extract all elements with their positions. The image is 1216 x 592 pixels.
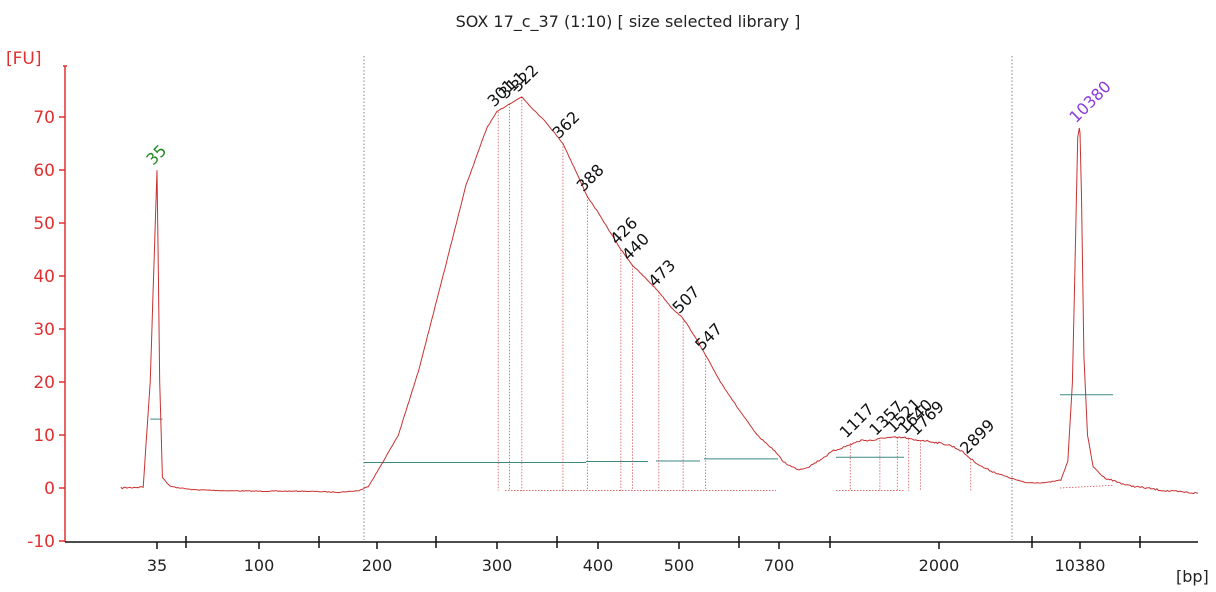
x-tick-label-700: 700 [764, 556, 795, 575]
y-tick-label-20: 20 [33, 373, 55, 393]
peak-label-35: 35 [142, 141, 170, 169]
x-tick-label-2000: 2000 [919, 556, 960, 575]
y-axis-unit-label: [FU] [6, 49, 42, 69]
peak-label-547: 547 [691, 319, 726, 354]
peak-label-2899: 2899 [956, 415, 998, 457]
y-tick-label-50: 50 [33, 214, 55, 234]
x-tick-label-400: 400 [583, 556, 614, 575]
baseline-segments [150, 394, 1113, 464]
peak-label-473: 473 [644, 256, 679, 291]
peak-label-10380: 10380 [1065, 77, 1114, 126]
peak-labels: 3530131132236238842644047350754711171357… [142, 61, 1114, 458]
x-tick-label-200: 200 [362, 556, 393, 575]
y-tick-label--10: -10 [27, 532, 55, 552]
x-tick-label-500: 500 [664, 556, 695, 575]
guide-lines [363, 56, 1013, 540]
x-tick-label-35: 35 [147, 556, 167, 575]
x-tick-label-300: 300 [482, 556, 513, 575]
y-tick-label-30: 30 [33, 320, 55, 340]
y-axis: -10 0 10 20 30 40 50 60 70 [27, 65, 67, 552]
x-axis: 35 100 200 300 400 500 700 2000 10380 [65, 536, 1198, 575]
peak-label-507: 507 [669, 282, 704, 317]
y-tick-label-70: 70 [33, 108, 55, 128]
peak-drop-lines [497, 96, 1114, 491]
x-tick-label-100: 100 [244, 556, 275, 575]
y-tick-label-60: 60 [33, 161, 55, 181]
peak-label-362: 362 [548, 107, 583, 142]
y-tick-label-0: 0 [44, 479, 55, 499]
y-tick-label-40: 40 [33, 267, 55, 287]
x-tick-label-10380: 10380 [1055, 556, 1106, 575]
chart-title: SOX 17_c_37 (1:10) [ size selected libra… [456, 12, 801, 32]
x-axis-unit-label: [bp] [1176, 567, 1209, 586]
upper-marker-floor [1059, 485, 1114, 489]
peak-label-388: 388 [573, 160, 608, 195]
trace-line [120, 96, 1199, 495]
y-tick-label-10: 10 [33, 426, 55, 446]
